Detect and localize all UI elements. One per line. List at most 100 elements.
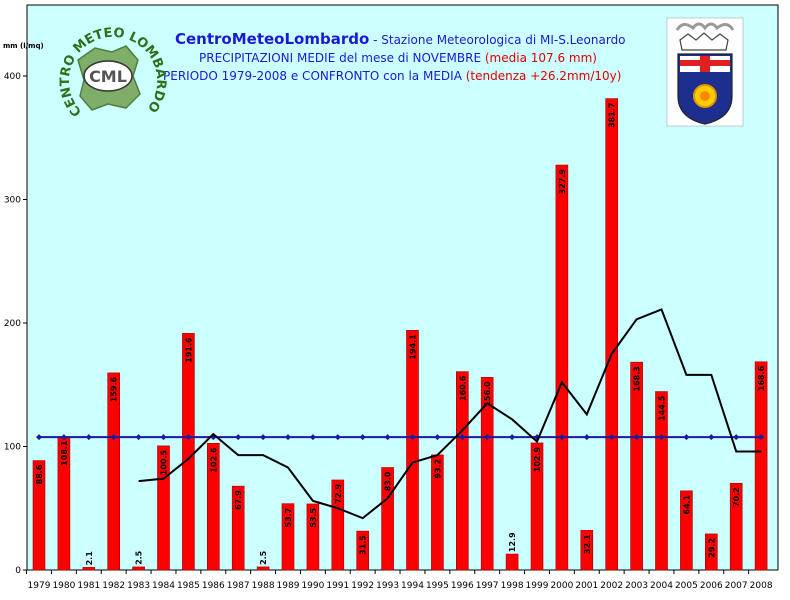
mean-marker — [608, 434, 615, 441]
bar-1991 — [331, 479, 345, 571]
bar-value-label: 72.9 — [334, 484, 343, 504]
x-tick-label: 1993 — [376, 581, 399, 591]
x-tick-label: 1991 — [326, 581, 349, 591]
bar-2003 — [630, 361, 643, 571]
x-tick-label: 1988 — [252, 581, 275, 591]
bar-value-label: 2.1 — [85, 551, 94, 566]
value-labels: 88.6 108.1 2.1 159.6 2.5 100.5 191.6 102.6 67.9 2… — [35, 103, 766, 566]
bar-value-label: 12.9 — [508, 532, 517, 552]
x-tick-label: 2007 — [725, 581, 748, 591]
subtitle-1-text: PRECIPITAZIONI MEDIE del mese di NOVEMBR… — [199, 51, 481, 65]
x-tick-label: 1984 — [152, 581, 175, 591]
mean-marker — [135, 434, 142, 441]
x-tick-label: 2002 — [600, 581, 623, 591]
bar-value-label: 70.2 — [732, 487, 741, 507]
bar-value-label: 29.2 — [707, 538, 716, 558]
bar-value-label: 381.7 — [608, 103, 617, 128]
bar-value-label: 88.6 — [35, 464, 44, 484]
bar-1987 — [231, 485, 245, 571]
bar-value-label: 108.1 — [60, 440, 69, 466]
x-tick-label: 1998 — [501, 581, 524, 591]
bar-value-label: 191.6 — [184, 337, 193, 363]
x-tick-label: 2000 — [550, 581, 573, 591]
bar-value-label: 159.6 — [110, 376, 119, 402]
x-tick-label: 2008 — [750, 581, 773, 591]
bar-value-label: 2.5 — [135, 550, 144, 565]
x-tick-label: 1997 — [476, 581, 499, 591]
x-tick-label: 2004 — [650, 581, 673, 591]
bar-2007 — [729, 483, 743, 571]
x-tick-label: 2001 — [575, 581, 598, 591]
bar-value-label: 31.5 — [359, 535, 368, 555]
x-tick-label: 1992 — [351, 581, 374, 591]
mean-marker — [110, 434, 117, 441]
x-tick-label: 2005 — [675, 581, 698, 591]
x-tick-label: 1990 — [301, 581, 324, 591]
title-station: - Stazione Meteorologica di MI-S.Leonard… — [369, 33, 625, 47]
mean-marker — [160, 434, 167, 441]
bar-value-label: 168.6 — [757, 365, 766, 391]
mean-marker — [409, 434, 416, 441]
bar-value-label: 194.1 — [409, 334, 418, 360]
bar-series — [32, 98, 768, 571]
bar-value-label: 144.5 — [658, 395, 667, 421]
x-tick-label: 1989 — [277, 581, 300, 591]
mean-marker — [235, 434, 242, 441]
x-tick-label: 1995 — [426, 581, 449, 591]
y-axis-label: mm (l/mq) — [3, 42, 44, 50]
bar-1982 — [107, 372, 120, 571]
mean-marker — [558, 434, 565, 441]
subtitle-2-text: PERIODO 1979-2008 e CONFRONTO con la MED… — [163, 69, 463, 83]
chart-subtitle-2: PERIODO 1979-2008 e CONFRONTO con la MED… — [163, 69, 621, 83]
mean-marker — [309, 434, 316, 441]
milan-coat-of-arms — [666, 17, 744, 127]
bar-value-label: 327.9 — [558, 169, 567, 195]
mean-marker — [509, 434, 516, 441]
mean-marker — [359, 434, 366, 441]
mean-marker — [384, 434, 391, 441]
x-tick-label: 1983 — [127, 581, 150, 591]
bar-value-label: 93.2 — [433, 459, 442, 479]
mean-marker — [633, 434, 640, 441]
bar-1996 — [455, 371, 469, 571]
x-axis: 1979 1980 1981 1982 1983 1984 1985 1986 1987 1988… — [26, 570, 773, 591]
logo-abbr: CML — [89, 67, 127, 86]
x-tick-label: 1986 — [202, 581, 225, 591]
subtitle-1-mean: (media 107.6 mm) — [481, 51, 597, 65]
bar-1989 — [281, 503, 295, 571]
bar-2005 — [680, 490, 693, 571]
bar-value-label: 83.0 — [384, 471, 393, 491]
bar-value-label: 53.7 — [284, 508, 293, 528]
mean-marker — [260, 434, 267, 441]
bar-2000 — [555, 164, 569, 571]
title-brand: CentroMeteoLombardo — [175, 30, 369, 48]
x-tick-label: 2006 — [700, 581, 723, 591]
mean-marker — [683, 434, 690, 441]
mean-marker — [85, 434, 92, 441]
bar-1994 — [406, 329, 419, 571]
mean-marker — [583, 434, 590, 441]
mean-marker — [36, 434, 42, 441]
bar-value-label: 32.1 — [583, 534, 592, 554]
bar-1979 — [32, 460, 46, 571]
bar-value-label: 64.1 — [682, 494, 691, 514]
x-tick-label: 1985 — [177, 581, 200, 591]
cml-badge — [83, 60, 133, 92]
bar-1990 — [306, 503, 320, 571]
mean-marker — [285, 434, 291, 441]
x-tick-label: 1987 — [227, 581, 250, 591]
bar-value-label: 160.6 — [458, 375, 467, 401]
crown-icon — [679, 32, 729, 51]
laurel-icon — [675, 22, 735, 31]
bar-1998 — [505, 553, 519, 571]
mean-marker — [658, 434, 665, 441]
bar-value-label: 156.0 — [483, 381, 492, 407]
bar-value-label: 53.5 — [309, 508, 318, 528]
mean-marker — [758, 434, 765, 441]
x-tick-label: 1981 — [77, 581, 100, 591]
bar-2002 — [605, 98, 619, 571]
x-tick-label: 1982 — [102, 581, 125, 591]
bar-value-label: 102.6 — [209, 447, 218, 473]
x-tick-label: 1996 — [451, 581, 474, 591]
